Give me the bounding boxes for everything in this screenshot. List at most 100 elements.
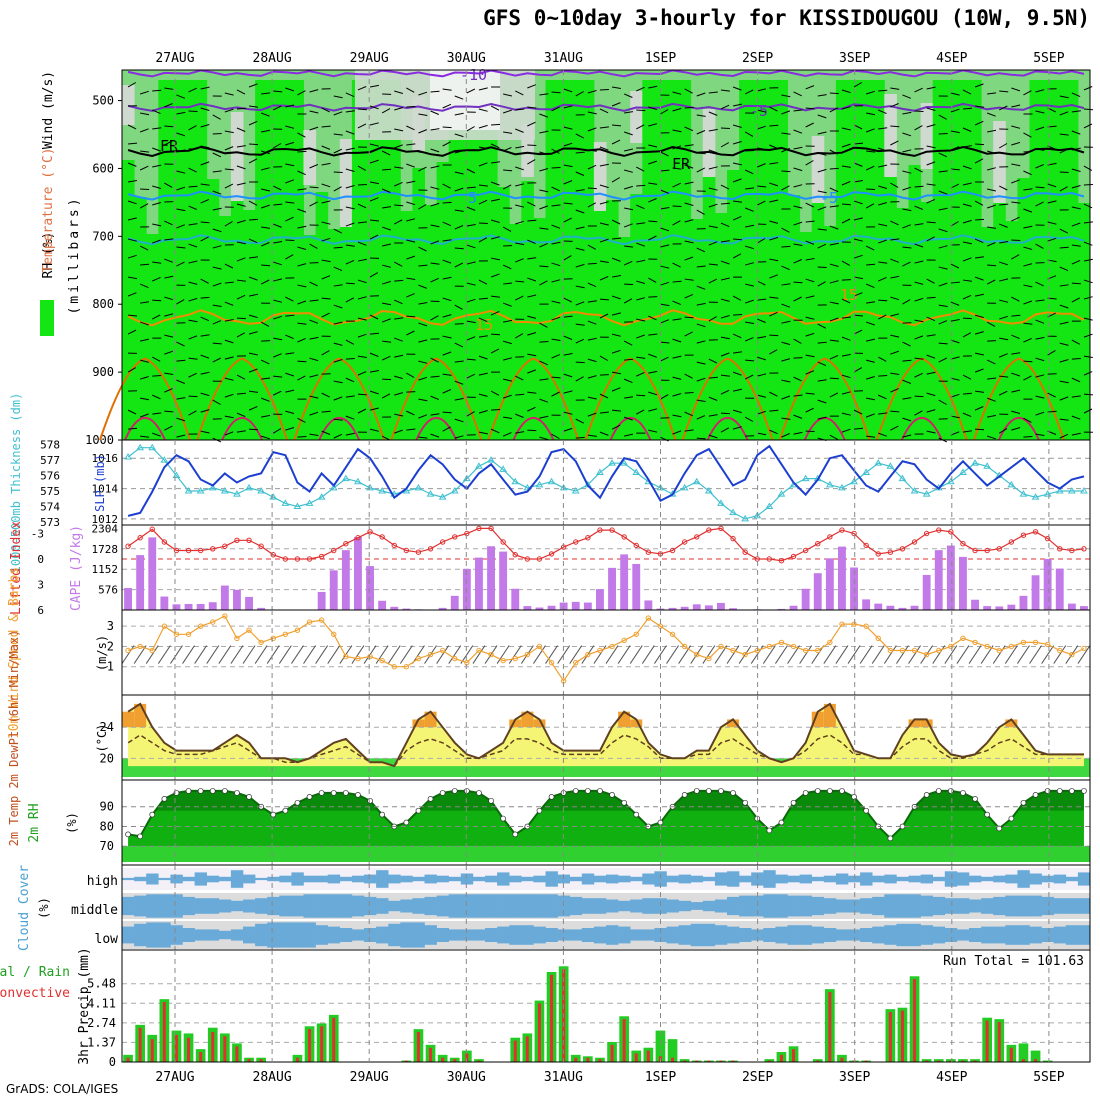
contour-label: FR (672, 155, 691, 173)
wind-barb (587, 202, 597, 208)
wind10-series-point (1081, 645, 1087, 652)
wind-barb (273, 315, 282, 320)
wind-barb (1035, 89, 1045, 93)
wind-barb (369, 428, 379, 432)
wind-barb (926, 354, 936, 359)
cloud-low-bar (908, 923, 921, 947)
wind-barb (745, 283, 755, 287)
wind-barb (406, 125, 415, 131)
wind-barb (563, 411, 573, 415)
lifted-index-series-point (996, 546, 1002, 552)
wind-barb (418, 264, 428, 267)
cloud-low-bar (146, 922, 159, 948)
wind-barb (890, 140, 899, 146)
contour-25 (318, 417, 361, 441)
wind-barb (1083, 221, 1093, 224)
wind-barb (224, 431, 234, 436)
cloud-middle-bar (376, 898, 389, 914)
wind-barb (708, 263, 718, 266)
wind-barb (369, 143, 379, 147)
rh2m-point (306, 794, 313, 800)
cloud-low-bar (618, 926, 631, 944)
wind-barb (587, 262, 597, 265)
wind-barb (285, 141, 295, 146)
rh-column (944, 80, 958, 440)
cloud-middle-bar (618, 900, 631, 912)
wind-barb (805, 316, 815, 320)
wind-barb (200, 316, 210, 322)
wind-barb (527, 257, 537, 260)
wind-barb (333, 304, 343, 309)
wind-barb (781, 245, 791, 248)
wind-barb (321, 145, 331, 150)
wind-barb (732, 371, 742, 376)
wind-barb (466, 411, 475, 417)
date-label-top: 29AUG (350, 51, 389, 66)
wind-barb (502, 394, 512, 399)
wind-barb (285, 104, 295, 108)
wind-barb (551, 167, 561, 169)
wind-barb (406, 330, 415, 336)
wind-barb (248, 238, 258, 244)
wind-barb (624, 207, 634, 211)
precip-tick-label: 4.11 (87, 996, 116, 1010)
wind-barb (587, 111, 597, 115)
wind-barb (176, 246, 186, 249)
wind-barb (357, 408, 367, 414)
wind-barb (781, 132, 791, 135)
wind-barb (866, 301, 876, 304)
wind-barb (987, 92, 997, 95)
surface-wind-barb (545, 645, 558, 664)
wind-barb (805, 295, 815, 299)
date-label-bottom: 28AUG (253, 1070, 292, 1085)
rh-column (642, 80, 655, 440)
wind-barb (1071, 206, 1081, 210)
wind-barb (127, 367, 137, 373)
precip-conv-bar (973, 1060, 977, 1062)
rh2m-point (379, 811, 385, 818)
wind-barb (902, 261, 911, 267)
wind-barb (466, 186, 476, 189)
wind-barb (841, 336, 851, 341)
wind-barb (430, 277, 439, 283)
precip-conv-bar (259, 1059, 263, 1062)
wind-barb (260, 397, 270, 402)
cloud-middle-bar (485, 894, 498, 918)
wind-barb (406, 201, 416, 206)
cloud-low-bar (969, 928, 982, 942)
cloud-high-bar (593, 875, 607, 883)
cloud-low-bar (376, 926, 389, 944)
wind-barb (394, 429, 403, 434)
precip-conv-bar (162, 1002, 166, 1062)
wind-barb (466, 224, 476, 227)
wind-barb (248, 200, 258, 206)
wind-barb (938, 245, 948, 249)
cape-bar (233, 589, 241, 610)
date-label-top: 30AUG (447, 51, 486, 66)
wind-axis-label: Wind (m/s) (41, 71, 56, 149)
cloud-middle-bar (339, 894, 353, 918)
wind-barb (551, 391, 560, 397)
cloud-high-bar (509, 875, 522, 883)
contour-20 (778, 357, 871, 441)
rh-column (969, 80, 982, 440)
surface-wind-barb (133, 645, 147, 664)
cape-bar (450, 595, 459, 610)
wind-barb (999, 315, 1008, 320)
wind-barb (394, 261, 403, 267)
wind-barb (841, 181, 851, 186)
wind-barb (708, 149, 718, 154)
cloud-high-bar (122, 877, 135, 881)
wind-barb (188, 410, 197, 416)
wind-barb (974, 200, 984, 206)
wind10-series-point (1008, 643, 1015, 650)
wind-barb (430, 433, 440, 438)
precip-conv-bar (332, 1017, 336, 1062)
wind-barb (369, 197, 379, 202)
wind-barb (188, 125, 197, 131)
wind-barb (369, 370, 379, 373)
cloud-middle-bar (860, 898, 873, 914)
cloud-low-bar (485, 928, 498, 942)
wind-barb (781, 170, 791, 173)
cape-bar (1031, 575, 1040, 610)
